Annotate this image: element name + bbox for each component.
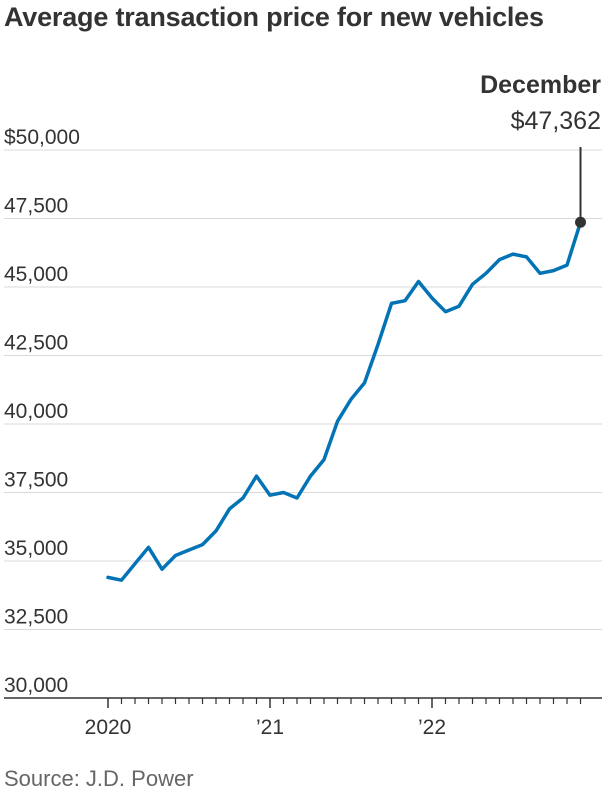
x-tick-label: ’22 <box>418 716 446 739</box>
annotation: December $47,362 <box>480 71 601 228</box>
annotation-label: December <box>480 71 601 99</box>
x-tick-label: 2020 <box>85 716 132 739</box>
chart-title: Average transaction price for new vehicl… <box>4 2 544 32</box>
y-tick-label: 37,500 <box>4 469 68 492</box>
y-tick-label: $50,000 <box>4 126 80 149</box>
y-tick-label: 42,500 <box>4 332 68 355</box>
y-tick-label: 45,000 <box>4 263 68 286</box>
y-tick-label: 32,500 <box>4 606 68 629</box>
annotation-value: $47,362 <box>511 107 601 135</box>
grid-lines <box>4 149 602 630</box>
series-line <box>106 220 583 582</box>
y-tick-label: 30,000 <box>4 674 68 697</box>
y-axis-labels: 30,000 32,500 35,000 37,500 40,000 42,500 45,0… <box>4 126 80 697</box>
y-tick-label: 35,000 <box>4 537 68 560</box>
y-tick-label: 47,500 <box>4 195 68 218</box>
series-layer <box>106 220 583 582</box>
x-axis: 2020 ’21 ’22 <box>4 697 602 739</box>
y-tick-label: 40,000 <box>4 400 68 423</box>
x-tick-label: ’21 <box>256 716 284 739</box>
source-note: Source: J.D. Power <box>4 766 194 791</box>
annotation-marker <box>575 216 586 228</box>
